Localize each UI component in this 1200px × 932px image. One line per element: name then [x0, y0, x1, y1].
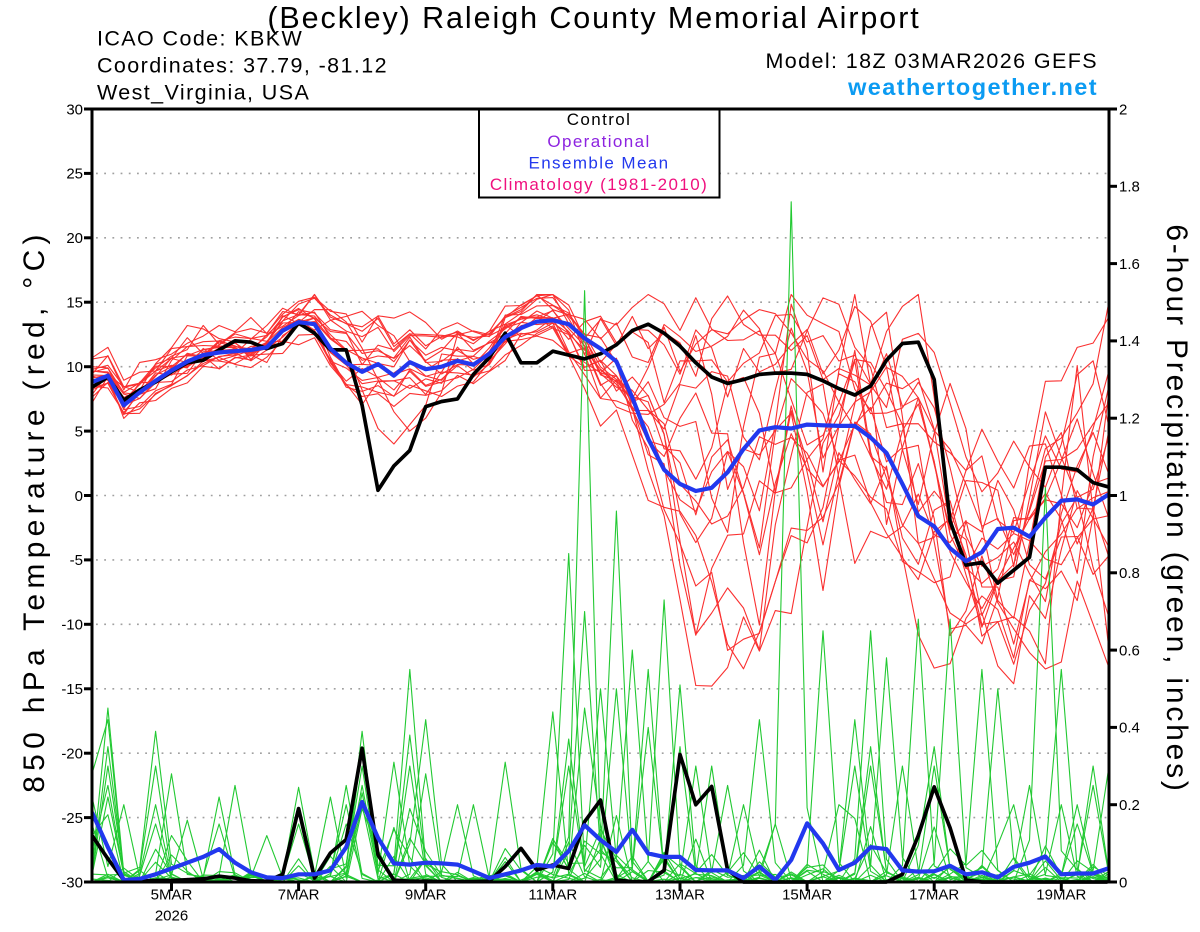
svg-text:1.6: 1.6 — [1119, 256, 1140, 273]
svg-text:25: 25 — [66, 166, 83, 183]
svg-text:20: 20 — [66, 230, 83, 247]
svg-text:13MAR: 13MAR — [655, 887, 705, 904]
svg-text:17MAR: 17MAR — [909, 887, 959, 904]
svg-text:Ensemble Mean: Ensemble Mean — [528, 154, 669, 173]
svg-text:9MAR: 9MAR — [405, 887, 447, 904]
svg-text:10: 10 — [66, 359, 83, 376]
svg-text:15MAR: 15MAR — [782, 887, 832, 904]
svg-text:1: 1 — [1119, 488, 1127, 505]
svg-text:Control: Control — [567, 110, 632, 129]
svg-text:5MAR: 5MAR — [151, 887, 193, 904]
svg-text:-25: -25 — [61, 810, 83, 827]
svg-text:30: 30 — [66, 101, 83, 118]
svg-text:0.8: 0.8 — [1119, 565, 1140, 582]
svg-text:Coordinates: 37.79, -81.12: Coordinates: 37.79, -81.12 — [97, 54, 388, 78]
svg-text:West_Virginia, USA: West_Virginia, USA — [97, 81, 310, 105]
svg-text:0: 0 — [75, 488, 83, 505]
svg-text:850 hPa Temperature (red, °C): 850 hPa Temperature (red, °C) — [18, 229, 51, 793]
svg-text:0: 0 — [1119, 874, 1127, 891]
svg-text:weathertogether.net: weathertogether.net — [847, 74, 1098, 100]
svg-text:1.4: 1.4 — [1119, 333, 1140, 350]
svg-text:2026: 2026 — [155, 908, 188, 925]
svg-text:5: 5 — [75, 423, 83, 440]
svg-text:1.2: 1.2 — [1119, 411, 1140, 428]
svg-text:15: 15 — [66, 295, 83, 312]
svg-text:1.8: 1.8 — [1119, 179, 1140, 196]
svg-text:0.4: 0.4 — [1119, 720, 1140, 737]
svg-text:6-hour Precipitation (green, i: 6-hour Precipitation (green, inches) — [1160, 224, 1193, 793]
svg-text:2: 2 — [1119, 101, 1127, 118]
svg-text:11MAR: 11MAR — [528, 887, 577, 904]
svg-text:-20: -20 — [61, 746, 83, 763]
svg-text:Operational: Operational — [547, 132, 650, 151]
svg-text:19MAR: 19MAR — [1036, 887, 1086, 904]
svg-text:(Beckley) Raleigh County Memor: (Beckley) Raleigh County Memorial Airpor… — [267, 1, 920, 35]
svg-text:0.2: 0.2 — [1119, 797, 1140, 814]
svg-text:Model: 18Z 03MAR2026 GEFS: Model: 18Z 03MAR2026 GEFS — [765, 49, 1098, 73]
svg-text:-15: -15 — [61, 681, 83, 698]
svg-text:0.6: 0.6 — [1119, 642, 1140, 659]
svg-text:7MAR: 7MAR — [278, 887, 320, 904]
svg-text:Climatology (1981-2010): Climatology (1981-2010) — [490, 175, 708, 194]
svg-text:ICAO Code: KBKW: ICAO Code: KBKW — [97, 27, 303, 51]
svg-text:-30: -30 — [61, 874, 83, 891]
svg-text:-10: -10 — [61, 617, 83, 634]
svg-text:-5: -5 — [70, 552, 83, 569]
